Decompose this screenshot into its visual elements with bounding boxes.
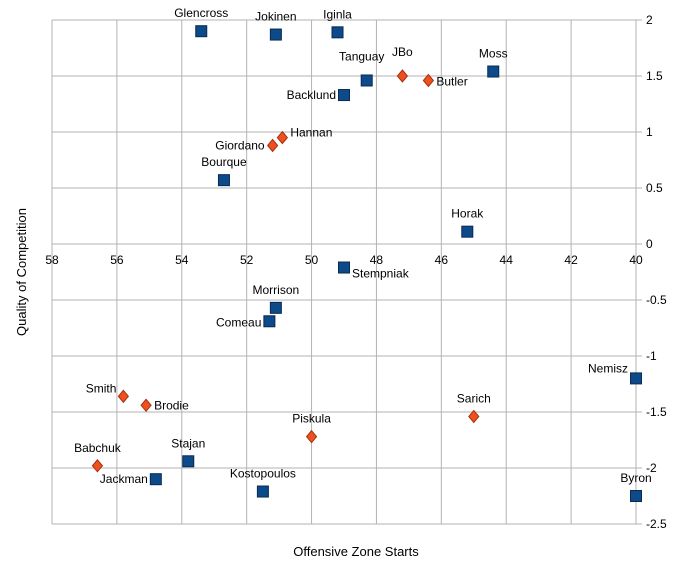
data-label: Comeau xyxy=(216,315,261,329)
data-point-square xyxy=(487,65,500,78)
data-point-square xyxy=(182,455,195,468)
x-tick-label: 58 xyxy=(45,253,59,267)
y-tick-label: -1.5 xyxy=(646,405,667,419)
data-label: Piskula xyxy=(292,412,331,426)
x-tick-label: 42 xyxy=(564,253,578,267)
data-label: Moss xyxy=(479,47,508,61)
data-point-square xyxy=(217,174,230,187)
point-labels: Glencross Jokinen Iginla Moss Tanguay Backlun… xyxy=(74,6,652,486)
data-points xyxy=(91,25,642,502)
data-label: Babchuk xyxy=(74,441,122,455)
data-point-square xyxy=(195,25,208,38)
data-point-diamond xyxy=(468,409,480,424)
data-point-diamond xyxy=(276,130,289,145)
data-point-square xyxy=(269,28,282,41)
y-tick-label: 1 xyxy=(646,125,653,139)
data-label: Byron xyxy=(620,471,651,485)
data-label: Nemisz xyxy=(588,361,628,375)
data-point-diamond xyxy=(266,138,279,153)
data-label: Jokinen xyxy=(255,10,296,24)
y-tick-label: -0.5 xyxy=(646,293,667,307)
data-point-square xyxy=(269,301,282,314)
x-tick-label: 48 xyxy=(370,253,384,267)
data-label: Giordano xyxy=(215,138,265,152)
data-point-square xyxy=(256,485,269,498)
data-label: Stempniak xyxy=(352,267,410,281)
data-label: Hannan xyxy=(290,126,332,140)
x-tick-label: 56 xyxy=(110,253,124,267)
x-tick-label: 50 xyxy=(305,253,319,267)
data-label: Iginla xyxy=(323,7,352,21)
data-label: Tanguay xyxy=(339,49,384,63)
x-tick-label: 44 xyxy=(500,253,514,267)
y-tick-label: 1.5 xyxy=(646,69,663,83)
data-label: Stajan xyxy=(171,436,205,450)
x-axis-title: Offensive Zone Starts xyxy=(293,544,419,559)
data-label: Bourque xyxy=(201,155,247,169)
y-tick-label: 0.5 xyxy=(646,181,663,195)
data-point-square xyxy=(263,315,276,328)
y-axis-title: Quality of Competition xyxy=(14,208,29,336)
y-tick-label: 2 xyxy=(646,13,653,27)
x-tick-label: 40 xyxy=(629,253,643,267)
data-label: Morrison xyxy=(253,283,300,297)
data-point-square xyxy=(149,473,162,486)
data-point-diamond xyxy=(140,398,152,413)
data-label: Horak xyxy=(451,207,484,221)
data-point-diamond xyxy=(422,73,435,88)
x-tick-label: 46 xyxy=(435,253,449,267)
x-tick-label: 54 xyxy=(175,253,189,267)
data-point-square xyxy=(360,74,373,87)
data-point-diamond xyxy=(117,389,130,404)
y-tick-label: -1 xyxy=(646,349,657,363)
data-label: Kostopoulos xyxy=(230,467,296,481)
data-point-square xyxy=(461,225,474,238)
y-tick-label: 0 xyxy=(646,237,653,251)
data-point-square xyxy=(338,261,350,274)
data-point-square xyxy=(331,26,344,39)
y-tick-label: -2.5 xyxy=(646,517,667,531)
x-tick-label: 52 xyxy=(240,253,254,267)
y-tick-label: -2 xyxy=(646,461,657,475)
data-label: Glencross xyxy=(174,6,228,20)
data-label: Brodie xyxy=(154,398,189,412)
data-point-diamond xyxy=(305,429,318,444)
data-label: Backlund xyxy=(287,88,336,102)
data-label: Smith xyxy=(86,381,117,395)
grid xyxy=(51,19,642,525)
tick-labels: 58 56 54 52 50 48 46 44 42 40 2 1.5 1 0.5 0 -0.5 -1 -1.5 -… xyxy=(45,13,667,531)
data-label: Jackman xyxy=(100,472,148,486)
data-point-square xyxy=(338,89,350,102)
data-label: Sarich xyxy=(457,391,491,405)
data-label: Butler xyxy=(436,74,467,88)
data-point-square xyxy=(630,490,642,502)
data-point-diamond xyxy=(91,458,104,473)
data-label: JBo xyxy=(392,45,413,59)
data-point-square xyxy=(630,372,642,385)
data-point-diamond xyxy=(396,69,409,83)
